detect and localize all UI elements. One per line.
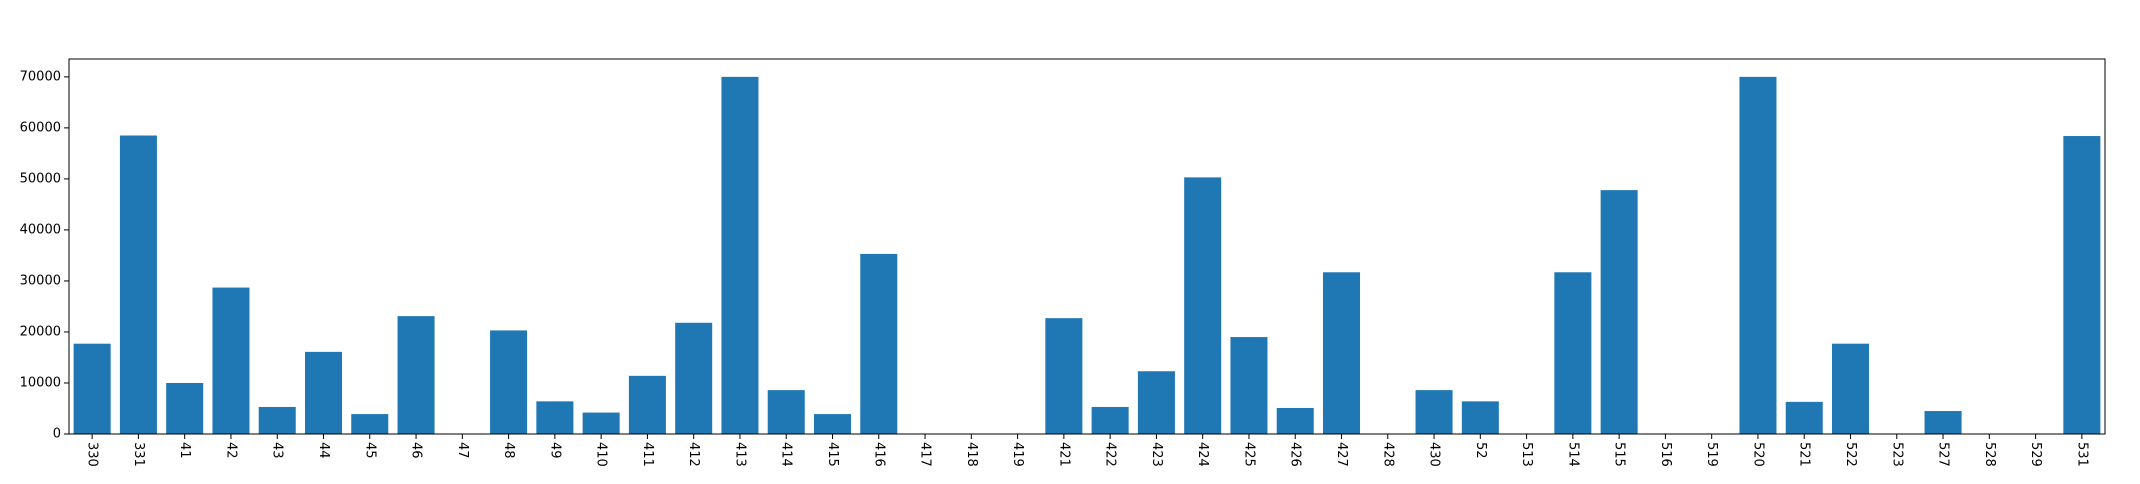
- x-tick-label: 45: [362, 442, 377, 459]
- bar-521: [1785, 401, 1823, 434]
- bar-411: [628, 375, 666, 434]
- y-tick-label: 20000: [20, 324, 61, 339]
- x-tick-label: 47: [455, 442, 470, 459]
- x-tick-label: 413: [732, 442, 747, 467]
- bar-421: [1045, 318, 1083, 434]
- x-tick-label: 520: [1750, 442, 1765, 467]
- bar-46: [397, 316, 435, 434]
- x-tick-label: 416: [871, 442, 886, 467]
- x-tick-label: 514: [1565, 442, 1580, 467]
- x-tick-label: 44: [316, 442, 331, 459]
- x-tick-label: 417: [918, 442, 933, 467]
- x-tick-label: 412: [686, 442, 701, 467]
- x-tick-label: 523: [1889, 442, 1904, 467]
- x-tick-label: 516: [1658, 442, 1673, 467]
- bar-41: [166, 382, 204, 434]
- x-tick-label: 46: [409, 442, 424, 459]
- bar-48: [490, 330, 528, 434]
- x-tick-label: 41: [177, 442, 192, 459]
- x-tick-label: 425: [1241, 442, 1256, 467]
- bar-522: [1831, 343, 1870, 434]
- y-tick-label: 30000: [20, 273, 61, 288]
- bar-527: [1924, 411, 1962, 434]
- x-tick-label: 528: [1982, 442, 1997, 467]
- bar-423: [1137, 371, 1175, 434]
- bar-330: [73, 343, 111, 434]
- bar-424: [1184, 177, 1222, 434]
- x-tick-label: 427: [1334, 442, 1349, 467]
- x-tick-label: 330: [85, 442, 100, 467]
- x-tick-label: 422: [1103, 442, 1118, 467]
- bar-42: [212, 287, 250, 434]
- x-tick-label: 49: [547, 442, 562, 459]
- x-tick-label: 426: [1288, 442, 1303, 467]
- bar-410: [582, 412, 620, 434]
- y-tick-label: 0: [53, 427, 61, 442]
- x-tick-label: 42: [223, 442, 238, 459]
- bar-52: [1461, 401, 1499, 434]
- bar-44: [304, 351, 343, 434]
- plot-frame: [68, 58, 2106, 435]
- bar-331: [119, 135, 157, 434]
- x-tick-label: 421: [1056, 442, 1071, 467]
- x-tick-label: 529: [2028, 442, 2043, 467]
- bar-group: [73, 76, 2101, 435]
- bar-414: [767, 390, 805, 434]
- bar-43: [258, 406, 296, 434]
- x-tick-label: 423: [1149, 442, 1164, 467]
- x-tick-label: 331: [131, 442, 146, 467]
- x-tick-label: 424: [1195, 442, 1210, 467]
- x-tick-label: 521: [1797, 442, 1812, 467]
- bar-427: [1322, 272, 1361, 434]
- x-tick-label: 414: [779, 442, 794, 467]
- x-tick-label: 522: [1843, 442, 1858, 467]
- y-tick-label: 40000: [20, 222, 61, 237]
- x-tick-label: 52: [1473, 442, 1488, 459]
- bar-413: [721, 76, 759, 435]
- x-tick-label: 418: [964, 442, 979, 467]
- x-tick-label: 513: [1519, 442, 1534, 467]
- y-tick-label: 60000: [20, 120, 61, 135]
- bar-426: [1276, 407, 1314, 434]
- bar-422: [1091, 406, 1129, 434]
- x-tick-label: 43: [270, 442, 285, 459]
- x-tick-label: 428: [1380, 442, 1395, 467]
- bar-49: [536, 401, 574, 434]
- bar-514: [1554, 272, 1592, 434]
- x-tick-label: 527: [1936, 442, 1951, 467]
- bar-425: [1230, 337, 1268, 434]
- bar-515: [1600, 190, 1638, 434]
- bar-531: [2063, 136, 2101, 435]
- y-axis: 0 10000 20000 30000 40000 50000 60000 70000: [20, 69, 69, 442]
- bar-430: [1415, 390, 1453, 434]
- x-tick-label: 519: [1704, 442, 1719, 467]
- y-tick-label: 10000: [20, 375, 61, 390]
- x-tick-label: 531: [2074, 442, 2089, 467]
- x-tick-label: 48: [501, 442, 516, 459]
- bar-520: [1739, 76, 1777, 435]
- bar-415: [813, 414, 852, 434]
- x-tick-label: 419: [1010, 442, 1025, 467]
- x-axis: 330 331 41 42 43 44 45 46 47 48 49 410 411 412 413 414 4…: [85, 434, 2089, 467]
- bar-45: [351, 414, 389, 434]
- y-tick-label: 50000: [20, 171, 61, 186]
- x-tick-label: 515: [1612, 442, 1627, 467]
- x-tick-label: 411: [640, 442, 655, 467]
- x-tick-label: 430: [1427, 442, 1442, 467]
- y-tick-label: 70000: [20, 69, 61, 84]
- bar-412: [675, 322, 713, 434]
- x-tick-label: 410: [594, 442, 609, 467]
- bar-416: [860, 253, 898, 434]
- x-tick-label: 415: [825, 442, 840, 467]
